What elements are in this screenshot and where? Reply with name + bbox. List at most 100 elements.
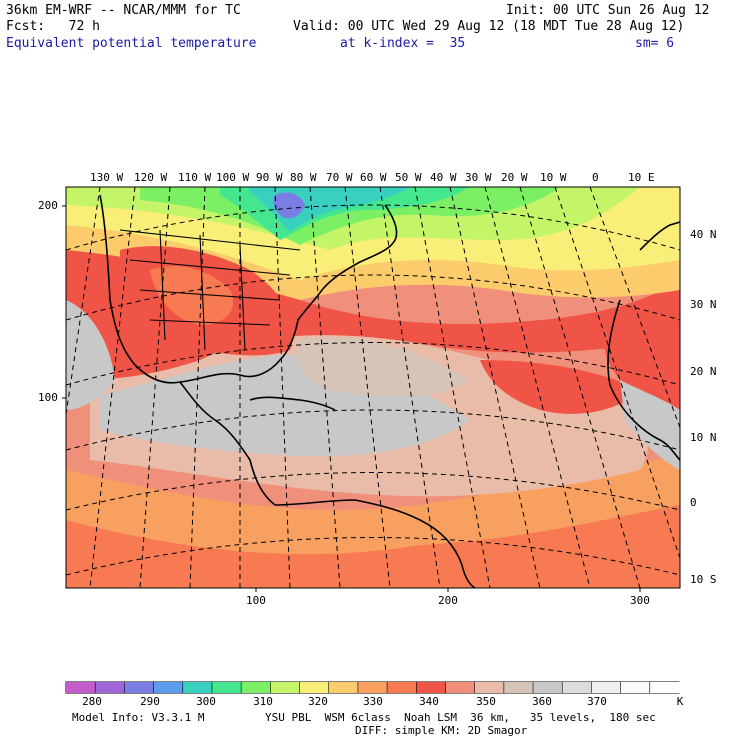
lon-30w [449,187,541,588]
lon-label-60w: 60 W [360,171,387,184]
lon-label-0: 0 [592,171,599,184]
lat-0 [66,472,680,511]
colorbar-swatch [124,682,155,693]
lon-10w [519,187,641,588]
colorbar-swatch [95,682,125,693]
grid-x-200: 200 [438,594,458,607]
colorbar-swatch [445,682,476,693]
lat-label-40n: 40 N [690,228,717,241]
lon-80w [274,187,291,588]
grid-x-300: 300 [630,594,650,607]
lon-20w [484,187,591,588]
level-index: at k-index = 35 [340,36,466,51]
colorbar-label-280: 280 [82,695,102,708]
field-name: Equivalent potential temperature [6,36,257,51]
left-ticks [62,205,66,399]
na-coastline [99,194,398,384]
us-state-lines-vertical [159,229,246,351]
lat-label-30n: 30 N [690,298,717,311]
field-us-warm [150,266,234,325]
theta-e-field [66,187,680,588]
lat-30n [66,274,680,321]
field-africa-grey [620,380,680,470]
lat-label-10s: 10 S [690,573,717,586]
model-info: Model Info: V3.3.1 M [72,711,205,724]
lon-label-20w: 20 W [501,171,528,184]
colorbar-swatch [66,682,96,693]
lon-label-100w: 100 W [216,171,250,184]
field-africa-red [604,290,680,430]
lon-label-70w: 70 W [326,171,353,184]
grid-y-200: 200 [38,199,58,212]
lon-label-130w: 130 W [90,171,124,184]
smoothing-label: sm= 6 [635,36,675,51]
field-eastatl-red [480,360,640,414]
lon-0 [554,187,680,560]
model-title: 36km EM-WRF -- NCAR/MMM for TC [6,3,241,18]
lon-label-80w: 80 W [290,171,317,184]
colorbar-swatch [474,682,505,693]
colorbar-swatch [591,682,622,693]
lon-40w [414,187,491,588]
colorbar-swatch [649,682,680,693]
colorbar-swatch [416,682,446,693]
lon-label-110w: 110 W [178,171,212,184]
colorbar-swatch [241,682,271,693]
field-hudson-blue [273,192,305,219]
colorbar-swatch [357,682,388,693]
colorbar-swatch [562,682,592,693]
lon-label-10w: 10 W [540,171,567,184]
grid-x-100: 100 [246,594,266,607]
lon-100w [189,187,206,588]
coastlines [99,194,680,588]
lon-label-10e: 10 E [628,171,655,184]
colorbar-label-360: 360 [532,695,552,708]
lat-40n [66,204,680,251]
europe-coast [639,221,680,251]
lon-50w [379,187,441,588]
lon-70w [309,187,341,588]
colorbar-label-330: 330 [363,695,383,708]
colorbar-label-370: 370 [587,695,607,708]
lat-label-20n: 20 N [690,365,717,378]
colorbar-label-290: 290 [140,695,160,708]
colorbar-label-310: 310 [253,695,273,708]
map-frame [65,186,681,589]
field-pacific-grey [66,300,115,410]
lat-label-0: 0 [690,496,697,509]
colorbar-swatch [328,682,359,693]
colorbar-swatch [153,682,184,693]
south-america-coast [274,499,476,588]
africa-coast [607,299,680,461]
lon-label-50w: 50 W [395,171,422,184]
lon-130w [66,187,101,418]
lon-label-120w: 120 W [134,171,168,184]
us-state-lines [119,229,301,326]
colorbar-swatches [66,682,680,693]
lon-label-90w: 90 W [256,171,283,184]
colorbar-swatch [299,682,330,693]
lat-label-10n: 10 N [690,431,717,444]
lat-10s [66,537,680,576]
diffusion-info: DIFF: simple KM: 2D Smagor [355,724,528,737]
bottom-ticks [255,588,641,592]
valid-time: Valid: 00 UTC Wed 29 Aug 12 (18 MDT Tue … [293,19,685,34]
lon-110w [139,187,171,588]
forecast-hour: Fcst: 72 h [6,19,100,34]
colorbar-unit: K [676,695,684,708]
lon-label-30w: 30 W [465,171,492,184]
colorbar-swatch [387,682,417,693]
physics-info: YSU PBL WSM 6class Noah LSM 36 km, 35 le… [265,711,656,724]
colorbar-swatch [503,682,534,693]
colorbar-swatch [533,682,563,693]
central-america-coast [179,381,276,506]
colorbar-swatch [211,682,242,693]
colorbar-label-320: 320 [308,695,328,708]
colorbar-swatch [182,682,213,693]
lon-120w [89,187,136,588]
graticule [66,187,680,588]
lon-60w [344,187,391,588]
colorbar-swatch [270,682,301,693]
colorbar-label-300: 300 [196,695,216,708]
